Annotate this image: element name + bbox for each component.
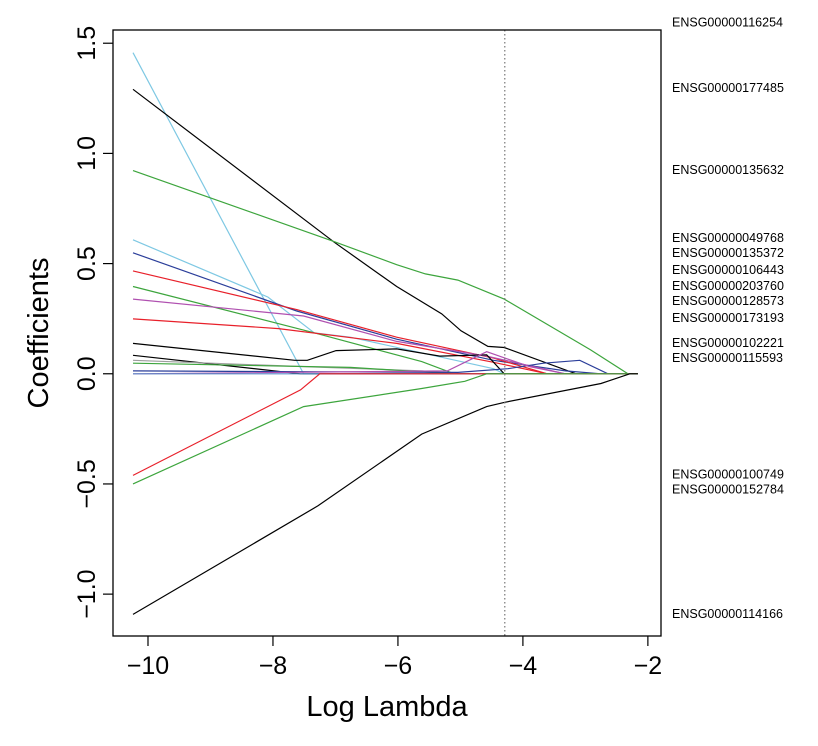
gene-labels: ENSG00000116254 ENSG00000177485 ENSG000001… (672, 15, 784, 621)
gene-label: ENSG00000102221 (672, 336, 784, 350)
gene-label: ENSG00000115593 (672, 351, 783, 365)
series-line-18 (132, 373, 638, 485)
x-axis-title: Log Lambda (306, 691, 468, 723)
series-line-2 (132, 88, 638, 375)
series-line-10 (132, 342, 638, 375)
series-line-6 (132, 270, 638, 375)
series-line-19 (132, 373, 638, 615)
series-line-5 (132, 252, 638, 375)
gene-label: ENSG00000100749 (672, 468, 784, 482)
gene-label: ENSG00000128573 (672, 294, 784, 308)
x-axis: −10 −8 −6 −4 −2 (127, 636, 662, 680)
plot-frame (112, 29, 662, 637)
y-tick-label: 0.5 (73, 246, 101, 281)
y-tick-label: −1.0 (73, 569, 101, 618)
y-tick-label: −0.5 (73, 459, 101, 508)
series-line-9 (132, 318, 638, 375)
gene-label: ENSG00000116254 (672, 15, 783, 29)
x-tick-label: −6 (384, 652, 413, 680)
series-line-3 (132, 170, 638, 375)
gene-label: ENSG00000203760 (672, 279, 784, 293)
x-tick-label: −8 (259, 652, 288, 680)
x-tick-label: −10 (127, 652, 169, 680)
y-tick-label: 0.0 (73, 356, 101, 391)
series-lines (132, 52, 638, 615)
gene-label: ENSG00000135632 (672, 163, 784, 177)
gene-label: ENSG00000049768 (672, 231, 784, 245)
series-line-17 (132, 373, 638, 476)
gene-label: ENSG00000173193 (672, 311, 784, 325)
y-axis: −1.0 −0.5 0.0 0.5 1.0 1.5 (73, 26, 113, 619)
gene-label: ENSG00000114166 (672, 607, 783, 621)
y-tick-label: 1.5 (73, 26, 101, 61)
gene-label: ENSG00000177485 (672, 81, 784, 95)
x-tick-label: −2 (634, 652, 663, 680)
gene-label: ENSG00000106443 (672, 263, 784, 277)
gene-label: ENSG00000135372 (672, 246, 784, 260)
y-axis-title: Coefficients (23, 258, 55, 409)
x-tick-label: −4 (509, 652, 538, 680)
series-line-1 (132, 52, 638, 375)
series-line-7 (132, 285, 638, 375)
y-tick-label: 1.0 (73, 136, 101, 171)
gene-label: ENSG00000152784 (672, 483, 784, 497)
